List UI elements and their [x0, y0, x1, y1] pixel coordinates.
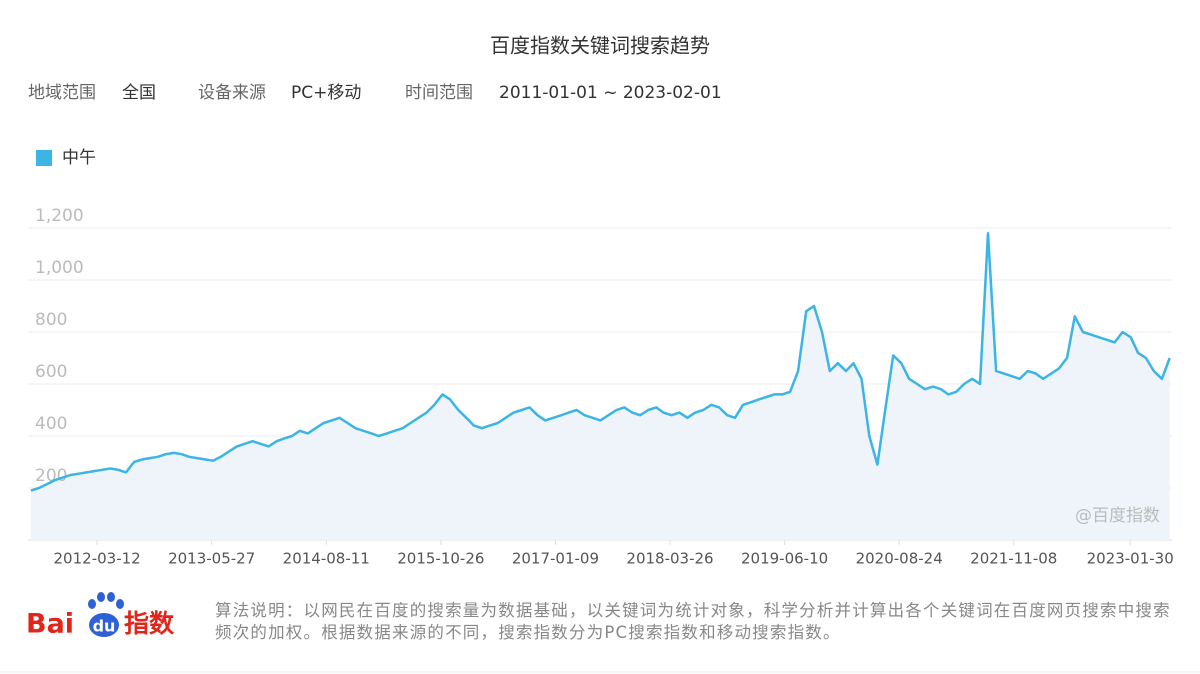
filter-value: PC+移动	[291, 83, 361, 103]
watermark: @百度指数	[1075, 506, 1160, 526]
legend-label: 中午	[62, 148, 96, 168]
y-tick-label: 1,000	[35, 258, 84, 278]
chart-title: 百度指数关键词搜索趋势	[490, 34, 710, 58]
x-tick-label: 2017-01-09	[512, 550, 599, 568]
x-tick-label: 2019-06-10	[741, 550, 828, 568]
y-tick-label: 200	[35, 466, 67, 486]
logo-du: du	[93, 617, 116, 636]
x-tick-label: 2018-03-26	[626, 550, 713, 568]
y-tick-label: 1,200	[35, 206, 84, 226]
legend-swatch	[36, 150, 52, 166]
y-tick-label: 400	[35, 414, 67, 434]
filter-value: 2011-01-01 ~ 2023-02-01	[499, 83, 722, 103]
logo-paw	[88, 592, 124, 637]
filter-label: 时间范围	[405, 83, 473, 103]
x-tick-label: 2013-05-27	[168, 550, 255, 568]
line	[30, 231, 1171, 492]
x-tick-label: 2023-01-30	[1087, 550, 1174, 568]
y-tick-label: 600	[35, 362, 67, 382]
logo-zhishu: 指数	[124, 609, 175, 638]
filter-label: 设备来源	[198, 83, 266, 103]
x-tick-label: 2014-08-11	[283, 550, 370, 568]
x-tick-label: 2021-11-08	[970, 550, 1057, 568]
y-tick-label: 800	[35, 310, 67, 330]
x-tick-label: 2020-08-24	[856, 550, 943, 568]
area	[30, 233, 1170, 540]
footer-note: 算法说明：以网民在百度的搜索量为数据基础，以关键词为统计对象，科学分析并计算出各…	[215, 601, 1171, 642]
x-tick-label: 2012-03-12	[54, 550, 141, 568]
filter-label: 地域范围	[28, 83, 96, 103]
x-tick-label: 2015-10-26	[397, 550, 484, 568]
filter-value: 全国	[122, 83, 156, 103]
logo-bai: Bai	[26, 609, 74, 640]
